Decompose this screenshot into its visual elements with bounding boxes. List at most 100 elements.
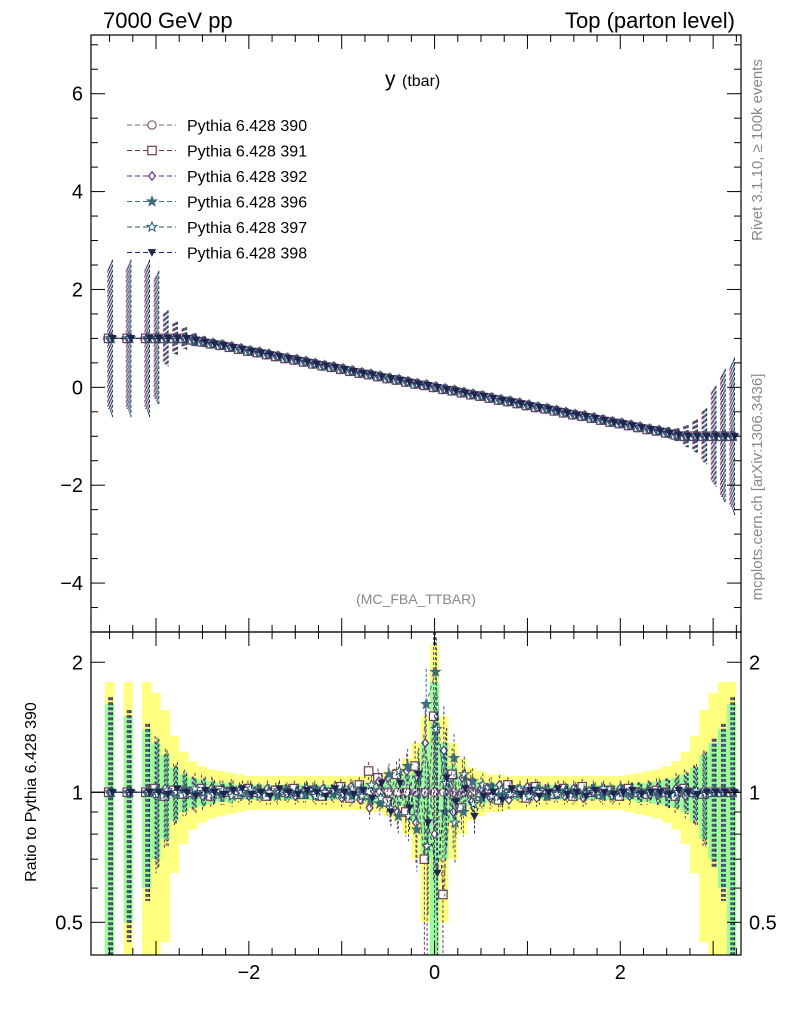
ratio-point-s398 <box>368 794 377 803</box>
data-point-s398 <box>275 353 284 361</box>
ratio-point-s398 <box>507 785 516 793</box>
data-point-s398 <box>358 369 368 378</box>
data-point-s398 <box>256 349 266 357</box>
ratio-point-s398 <box>228 787 238 795</box>
data-point-s398 <box>201 338 210 347</box>
legend-label-s398: Pythia 6.428 398 <box>187 246 307 263</box>
ratio-point-s398 <box>284 788 293 797</box>
band-inner-bin <box>420 743 430 860</box>
data-point-s398 <box>331 363 340 372</box>
ratio-point-s397 <box>550 787 564 800</box>
ratio-point-s398 <box>451 798 461 807</box>
ratio-point-s397 <box>411 771 425 784</box>
data-point-s398 <box>637 424 646 432</box>
ratio-point-s397 <box>346 782 360 794</box>
data-point-s398 <box>386 375 396 383</box>
ratio-point-s397 <box>235 785 248 798</box>
data-point-s398 <box>405 378 414 387</box>
ratio-point-s398 <box>693 790 702 799</box>
ratio-plot-series <box>103 632 740 955</box>
band-inner-bin <box>717 729 728 889</box>
ratio-point-s396 <box>466 774 479 787</box>
ratio-point-s398 <box>266 792 275 801</box>
ratio-point-s398 <box>600 788 609 797</box>
ratio-point-s398 <box>414 771 423 779</box>
data-point-s398 <box>303 358 312 367</box>
data-point-s398 <box>340 365 349 374</box>
ratio-point-s398 <box>275 785 284 793</box>
ratio-point-s398 <box>526 787 535 795</box>
data-point-s398 <box>646 426 656 434</box>
data-point-s398 <box>674 431 683 439</box>
ratio-point-s397 <box>393 764 406 777</box>
data-point-s398 <box>572 411 581 419</box>
data-point-s398 <box>600 416 609 425</box>
ratio-point-s398 <box>173 785 182 793</box>
y-tick-label: 6 <box>72 84 83 106</box>
ratio-y-tick-label-right: 1 <box>749 782 760 804</box>
ratio-point-s398 <box>145 788 154 797</box>
ratio-point-s398 <box>191 792 201 801</box>
ratio-point-s392 <box>365 802 374 814</box>
ratio-point-s396 <box>420 697 433 710</box>
ratio-point-s398 <box>656 788 665 797</box>
legend-marker-s396 <box>145 195 159 207</box>
plot-title-sub: (tbar) <box>402 73 440 90</box>
ratio-point-s398 <box>702 788 711 797</box>
data-point-s398 <box>656 427 665 436</box>
ratio-point-s398 <box>628 787 637 795</box>
ratio-point-s398 <box>312 788 321 797</box>
ratio-point-s398 <box>126 788 136 797</box>
ratio-point-s398 <box>674 787 683 795</box>
data-point-s398 <box>145 335 154 343</box>
ratio-point-s398 <box>665 790 674 799</box>
ratio-y-tick-label-left: 0.5 <box>55 912 83 934</box>
ratio-point-s398 <box>405 804 414 813</box>
ratio-point-s398 <box>386 808 396 817</box>
ratio-point-s398 <box>609 790 618 799</box>
ratio-point-s398 <box>572 788 581 797</box>
x-tick-label: −2 <box>237 962 260 984</box>
rivet-version-label: Rivet 3.1.10, ≥ 100k events <box>749 59 766 241</box>
ratio-point-s398 <box>256 788 266 797</box>
ratio-point-s398 <box>721 788 730 797</box>
data-point-s398 <box>396 376 405 385</box>
ratio-point-s398 <box>396 779 405 788</box>
ratio-point-s398 <box>488 788 498 797</box>
ratio-point-s397 <box>355 789 369 802</box>
ratio-point-s398 <box>581 792 591 801</box>
ratio-point-s398 <box>479 792 488 801</box>
main-plot-series <box>102 259 740 516</box>
data-point-s398 <box>349 367 358 376</box>
data-point-s398 <box>368 371 377 379</box>
ratio-point-s397 <box>504 787 517 800</box>
y-tick-label: −4 <box>60 573 83 595</box>
ratio-point-s398 <box>377 779 386 788</box>
ratio-point-s398 <box>293 790 303 799</box>
ratio-point-s397 <box>225 789 239 802</box>
ratio-point-s397 <box>374 791 387 804</box>
data-point-s398 <box>191 336 201 345</box>
ratio-point-s391 <box>438 889 448 900</box>
data-point-s398 <box>442 385 451 394</box>
ratio-point-s398 <box>303 787 312 795</box>
header-right: Top (parton level) <box>565 8 735 33</box>
ratio-point-s398 <box>618 788 628 797</box>
data-point-s398 <box>293 356 303 365</box>
ratio-point-s398 <box>201 787 210 795</box>
data-point-s398 <box>219 341 228 350</box>
legend-label-s396: Pythia 6.428 396 <box>187 195 307 212</box>
legend-marker-s397 <box>145 220 159 233</box>
ratio-point-s398 <box>516 790 526 799</box>
ratio-point-s398 <box>154 788 163 797</box>
data-point-s398 <box>451 387 461 395</box>
data-point-s398 <box>526 402 535 410</box>
ratio-y-tick-label-right: 0.5 <box>749 912 777 934</box>
data-point-s398 <box>414 380 423 389</box>
ratio-point-s397 <box>309 789 322 802</box>
header-left: 7000 GeV pp <box>103 8 233 33</box>
data-point-s398 <box>238 345 247 354</box>
ratio-point-s398 <box>637 790 646 799</box>
ratio-point-s396 <box>382 767 396 780</box>
ratio-y-axis-label: Ratio to Pythia 6.428 390 <box>23 702 40 882</box>
